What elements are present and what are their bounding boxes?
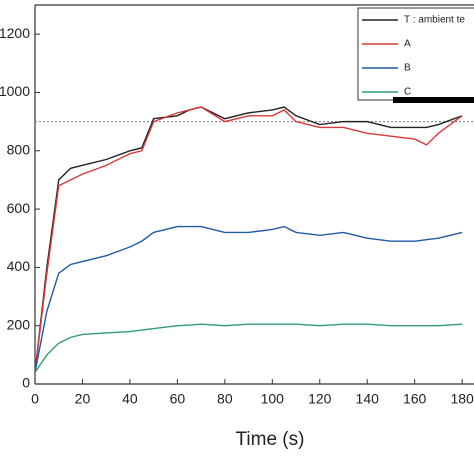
legend-label: B — [404, 63, 411, 74]
legend-label: A — [404, 39, 411, 50]
x-tick-label: 0 — [31, 391, 39, 407]
y-tick-label: 600 — [7, 200, 31, 216]
legend-bar — [393, 97, 474, 103]
x-axis-label: Time (s) — [236, 429, 305, 450]
y-tick-label: 800 — [7, 141, 31, 157]
x-tick-label: 80 — [217, 391, 233, 407]
series-line — [34, 323, 463, 373]
x-tick-label: 100 — [261, 391, 285, 407]
x-tick-label: 160 — [403, 391, 427, 407]
series-line — [34, 106, 463, 373]
x-tick-label: 20 — [75, 391, 91, 407]
x-tick-label: 40 — [122, 391, 138, 407]
x-tick-label: 180 — [450, 391, 474, 407]
legend-label: C — [404, 87, 411, 98]
x-tick-label: 60 — [170, 391, 186, 407]
y-tick-label: 1200 — [0, 25, 30, 41]
x-tick-label: 140 — [356, 391, 380, 407]
series-line — [34, 225, 463, 373]
y-tick-label: 0 — [22, 375, 30, 391]
y-tick-label: 400 — [7, 258, 31, 274]
series-line — [34, 106, 463, 373]
legend-label: T : ambient te — [404, 15, 465, 26]
y-tick-label: 200 — [7, 316, 31, 332]
y-tick-label: 1000 — [0, 83, 30, 99]
x-tick-label: 120 — [308, 391, 332, 407]
